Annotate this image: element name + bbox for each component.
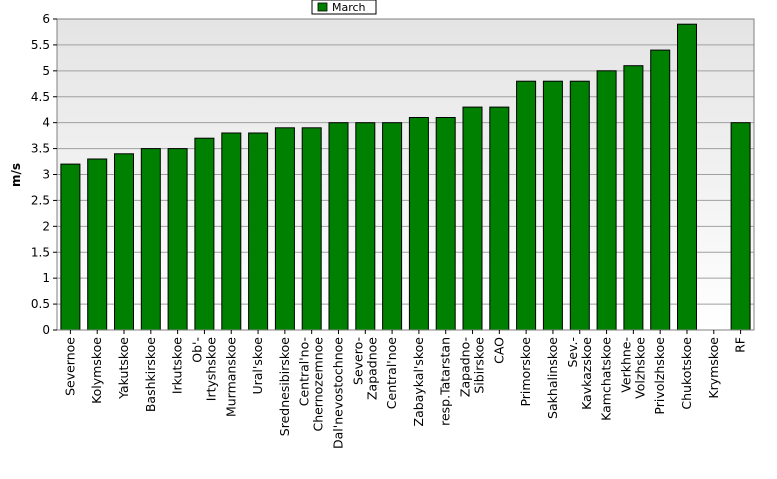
y-tick-label: 2.5 [31,193,50,207]
bar [60,163,81,331]
x-tick-label: Sakhalinskoe [545,337,560,419]
x-axis-labels: Severnoe Kolymskoe Yakutskoe Bashkirskoe Irk… [62,330,748,449]
x-tick-label: Privolzhskoe [652,337,667,415]
x-tick-label: Severo-Zapadnoe [350,337,379,400]
x-tick-label: Krymskoe [706,337,721,399]
x-tick-label: Sev.-Kavkazskoe [565,337,594,410]
bar [569,80,590,331]
bar [221,132,242,331]
y-tick-label: 4 [42,116,50,130]
bar [167,148,188,331]
y-tick-label: 6 [42,12,50,26]
bar [542,80,563,331]
y-tick-label: 5.5 [31,38,50,52]
y-tick-label: 0.5 [31,297,50,311]
x-tick-label: Kolymskoe [89,337,104,404]
bar [730,122,751,331]
x-tick-label: Yakutskoe [116,337,131,400]
x-tick-label: Ob'-Irtyshskoe [189,337,218,402]
x-tick-label: Chukotskoe [679,337,694,410]
bar [301,127,322,331]
y-tick-label: 5 [42,64,50,78]
bar [248,132,269,331]
x-tick-label: Murmanskoe [223,337,238,417]
x-tick-label: Central'no-Chernozemnoe [297,337,326,432]
bar [274,127,295,331]
x-tick-label: Kamchatskoe [599,337,614,421]
bars [60,23,751,331]
bar [140,148,161,331]
bar [328,122,349,331]
x-tick-label: Bashkirskoe [143,337,158,412]
y-tick-label: 0 [42,323,50,337]
x-tick-label: Dal'nevostochnoe [331,337,346,449]
x-tick-label: Central'noe [384,337,399,410]
bar [114,153,134,331]
y-axis-ticks: 0 0.5 1 1.5 2 2.5 3 3.5 4 4.5 5 5.5 6 [31,12,57,337]
y-tick-label: 2 [42,219,50,233]
x-tick-label: Srednesibirskoe [277,337,292,437]
y-tick-label: 3.5 [31,142,50,156]
x-tick-label: Primorskoe [518,337,533,407]
x-tick-label: Zapadno-Sibirskoe [458,337,487,397]
bar [650,49,671,331]
x-tick-label: Irkutskoe [170,337,185,394]
y-axis-label: m/s [9,163,23,187]
bar [677,23,697,331]
x-tick-label: RF [733,337,748,353]
y-tick-label: 3 [42,168,50,182]
bar [408,117,429,331]
x-tick-label: Zabaykal'skoe [411,337,426,427]
x-tick-label: resp.Tatarstan [438,337,453,426]
bar [435,117,456,331]
x-tick-label: Ural'skoe [250,337,265,395]
bar [462,106,483,331]
legend-label: March [332,1,366,14]
bar [382,122,403,331]
bar [596,70,617,331]
bar [355,122,376,331]
legend-swatch [317,2,328,12]
x-tick-label: CAO [491,337,506,364]
x-tick-label: Verkhne-Volzhskoe [618,337,647,399]
bar [489,106,510,331]
legend[interactable]: March [311,0,377,15]
y-tick-label: 4.5 [31,90,50,104]
bar [194,137,215,331]
bar [516,80,537,331]
bar [623,65,644,331]
bar [87,158,108,331]
y-tick-label: 1.5 [31,245,50,259]
y-tick-label: 1 [42,271,50,285]
legend-box [311,0,377,15]
x-tick-label: Severnoe [62,337,77,396]
